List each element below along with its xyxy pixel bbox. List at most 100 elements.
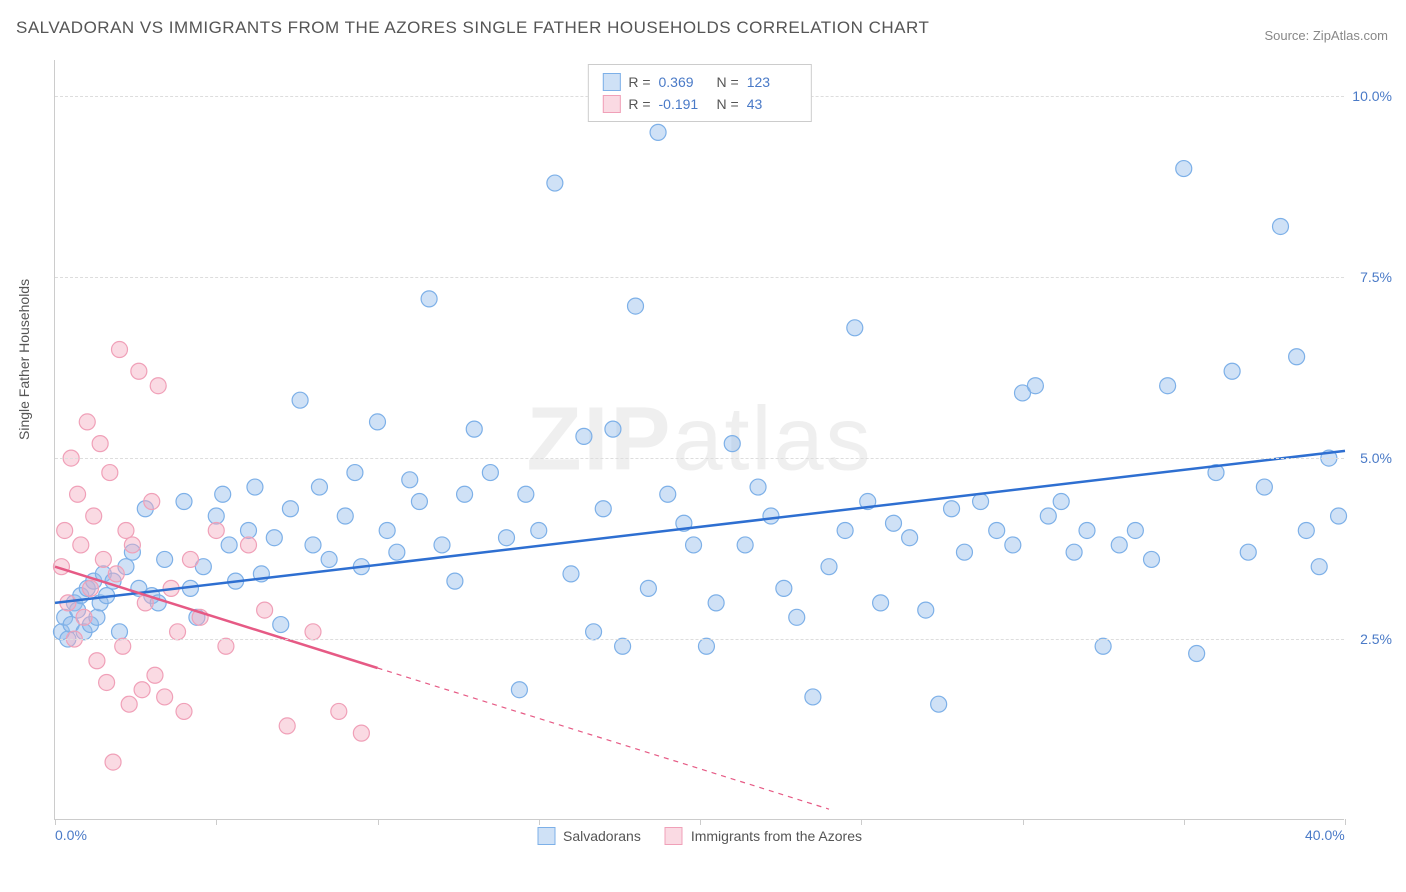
- data-point: [805, 689, 821, 705]
- data-point: [1079, 522, 1095, 538]
- data-point: [447, 573, 463, 589]
- x-tick-mark: [216, 819, 217, 825]
- data-point: [847, 320, 863, 336]
- data-point: [547, 175, 563, 191]
- data-point: [1027, 378, 1043, 394]
- data-point: [902, 530, 918, 546]
- data-point: [1144, 551, 1160, 567]
- data-point: [615, 638, 631, 654]
- data-point: [241, 522, 257, 538]
- data-point: [305, 537, 321, 553]
- data-point: [70, 486, 86, 502]
- data-point: [311, 479, 327, 495]
- gridline: [55, 458, 1344, 459]
- data-point: [1189, 646, 1205, 662]
- data-point: [79, 414, 95, 430]
- data-point: [763, 508, 779, 524]
- data-point: [499, 530, 515, 546]
- data-point: [708, 595, 724, 611]
- data-point: [57, 522, 73, 538]
- data-point: [1240, 544, 1256, 560]
- data-point: [402, 472, 418, 488]
- legend-r-label: R =: [628, 74, 650, 90]
- y-tick-label: 10.0%: [1352, 88, 1392, 104]
- data-point: [750, 479, 766, 495]
- x-tick-mark: [1184, 819, 1185, 825]
- data-point: [279, 718, 295, 734]
- data-point: [650, 124, 666, 140]
- data-point: [1256, 479, 1272, 495]
- data-point: [411, 494, 427, 510]
- data-point: [176, 494, 192, 510]
- legend-n-label: N =: [717, 96, 739, 112]
- x-tick-mark: [55, 819, 56, 825]
- data-point: [215, 486, 231, 502]
- data-point: [1053, 494, 1069, 510]
- data-point: [737, 537, 753, 553]
- chart-title: SALVADORAN VS IMMIGRANTS FROM THE AZORES…: [16, 18, 929, 38]
- data-point: [586, 624, 602, 640]
- legend-n-value: 43: [747, 96, 797, 112]
- legend-row: R =-0.191N =43: [602, 93, 796, 115]
- correlation-legend: R =0.369N =123R =-0.191N =43: [587, 64, 811, 122]
- legend-r-value: -0.191: [659, 96, 709, 112]
- data-point: [686, 537, 702, 553]
- data-point: [86, 508, 102, 524]
- data-point: [457, 486, 473, 502]
- chart-area: Single Father Households ZIPatlas R =0.3…: [54, 60, 1384, 850]
- data-point: [628, 298, 644, 314]
- legend-swatch: [602, 95, 620, 113]
- data-point: [108, 566, 124, 582]
- data-point: [124, 537, 140, 553]
- data-point: [82, 580, 98, 596]
- data-point: [776, 580, 792, 596]
- legend-item: Salvadorans: [537, 827, 641, 845]
- data-point: [466, 421, 482, 437]
- data-point: [112, 624, 128, 640]
- data-point: [112, 342, 128, 358]
- data-point: [531, 522, 547, 538]
- gridline: [55, 639, 1344, 640]
- data-point: [640, 580, 656, 596]
- data-point: [273, 617, 289, 633]
- data-point: [208, 522, 224, 538]
- data-point: [89, 653, 105, 669]
- data-point: [595, 501, 611, 517]
- data-point: [331, 703, 347, 719]
- data-point: [76, 609, 92, 625]
- data-point: [208, 508, 224, 524]
- x-tick-mark: [700, 819, 701, 825]
- data-point: [347, 465, 363, 481]
- data-point: [918, 602, 934, 618]
- data-point: [973, 494, 989, 510]
- legend-r-value: 0.369: [659, 74, 709, 90]
- trend-line-dashed: [378, 668, 830, 809]
- data-point: [660, 486, 676, 502]
- data-point: [305, 624, 321, 640]
- data-point: [1289, 349, 1305, 365]
- data-point: [837, 522, 853, 538]
- data-point: [1224, 363, 1240, 379]
- x-tick-mark: [539, 819, 540, 825]
- data-point: [353, 725, 369, 741]
- data-point: [157, 551, 173, 567]
- data-point: [1176, 161, 1192, 177]
- data-point: [379, 522, 395, 538]
- data-point: [157, 689, 173, 705]
- x-tick-mark: [1023, 819, 1024, 825]
- legend-swatch: [537, 827, 555, 845]
- data-point: [576, 428, 592, 444]
- data-point: [321, 551, 337, 567]
- data-point: [1311, 559, 1327, 575]
- data-point: [724, 436, 740, 452]
- data-point: [886, 515, 902, 531]
- data-point: [134, 682, 150, 698]
- data-point: [931, 696, 947, 712]
- gridline: [55, 277, 1344, 278]
- data-point: [147, 667, 163, 683]
- legend-swatch: [665, 827, 683, 845]
- data-point: [1005, 537, 1021, 553]
- legend-label: Salvadorans: [563, 828, 641, 844]
- x-tick-mark: [1345, 819, 1346, 825]
- data-point: [563, 566, 579, 582]
